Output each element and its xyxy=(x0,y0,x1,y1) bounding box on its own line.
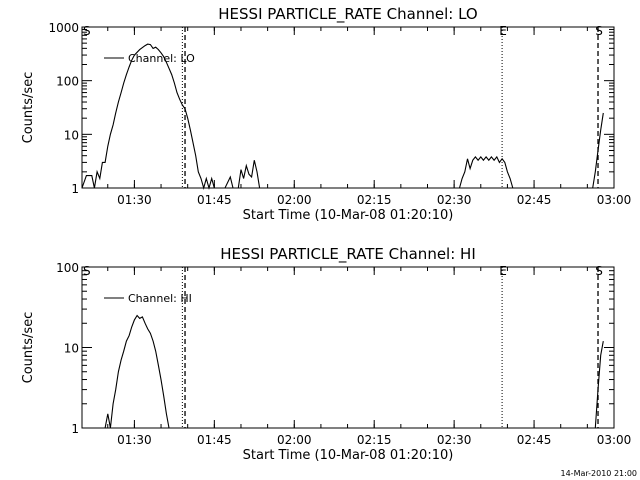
footer-timestamp: 14-Mar-2010 21:00 xyxy=(561,469,638,478)
marker-label: S xyxy=(595,24,603,38)
x-tick-label: 02:45 xyxy=(517,433,552,447)
y-axis-label: Counts/sec xyxy=(21,312,36,384)
x-tick-label: 02:15 xyxy=(357,193,392,207)
chart-title: HESSI PARTICLE_RATE Channel: LO xyxy=(218,5,477,24)
legend-label: Channel: HI xyxy=(128,292,192,305)
y-tick-label: 100 xyxy=(56,261,79,275)
y-tick-label: 1 xyxy=(71,182,79,196)
y-tick-label: 1 xyxy=(71,422,79,436)
x-tick-label: 02:15 xyxy=(357,433,392,447)
marker-label: E xyxy=(499,264,507,278)
marker-label: S xyxy=(595,264,603,278)
x-tick-label: 01:45 xyxy=(197,193,232,207)
y-tick-label: 1000 xyxy=(48,21,79,35)
x-tick-label: 01:30 xyxy=(117,193,152,207)
panel-hi: HESSI PARTICLE_RATE Channel: HI 01:30 01:4… xyxy=(21,245,631,463)
x-tick-label: 03:00 xyxy=(597,433,632,447)
marker-label: S xyxy=(83,24,91,38)
y-tick-label: 10 xyxy=(64,342,79,356)
x-tick-label: 02:00 xyxy=(277,433,312,447)
x-axis-label: Start Time (10-Mar-08 01:20:10) xyxy=(243,208,454,223)
x-tick-label: 01:30 xyxy=(117,433,152,447)
y-tick-label: 100 xyxy=(56,75,79,89)
marker-label: E xyxy=(499,24,507,38)
marker-label: S xyxy=(83,264,91,278)
x-tick-label: 02:30 xyxy=(437,193,472,207)
chart-title: HESSI PARTICLE_RATE Channel: HI xyxy=(220,245,476,264)
y-tick-label: 10 xyxy=(64,128,79,142)
x-tick-label: 01:45 xyxy=(197,433,232,447)
y-axis-label: Counts/sec xyxy=(21,72,36,144)
x-tick-label: 02:30 xyxy=(437,433,472,447)
x-tick-label: 02:45 xyxy=(517,193,552,207)
series-line xyxy=(81,43,604,191)
x-tick-label: 02:00 xyxy=(277,193,312,207)
x-axis-label: Start Time (10-Mar-08 01:20:10) xyxy=(243,448,454,463)
x-tick-label: 03:00 xyxy=(597,193,632,207)
panel-lo: HESSI PARTICLE_RATE Channel: LO 01:30 01:4… xyxy=(21,5,631,223)
series-line xyxy=(104,314,604,429)
legend-label: Channel: LO xyxy=(128,52,195,65)
